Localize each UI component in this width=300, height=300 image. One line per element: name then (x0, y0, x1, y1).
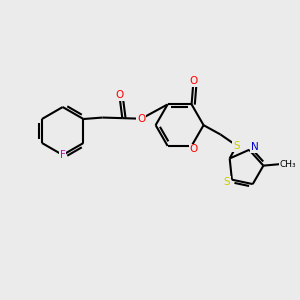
Text: O: O (137, 114, 146, 124)
Text: O: O (190, 144, 198, 154)
Text: O: O (116, 90, 124, 100)
Text: CH₃: CH₃ (280, 160, 296, 169)
Text: N: N (250, 142, 258, 152)
Text: O: O (189, 76, 197, 86)
Text: F: F (60, 150, 66, 160)
Text: S: S (223, 177, 230, 187)
Text: S: S (233, 141, 240, 151)
